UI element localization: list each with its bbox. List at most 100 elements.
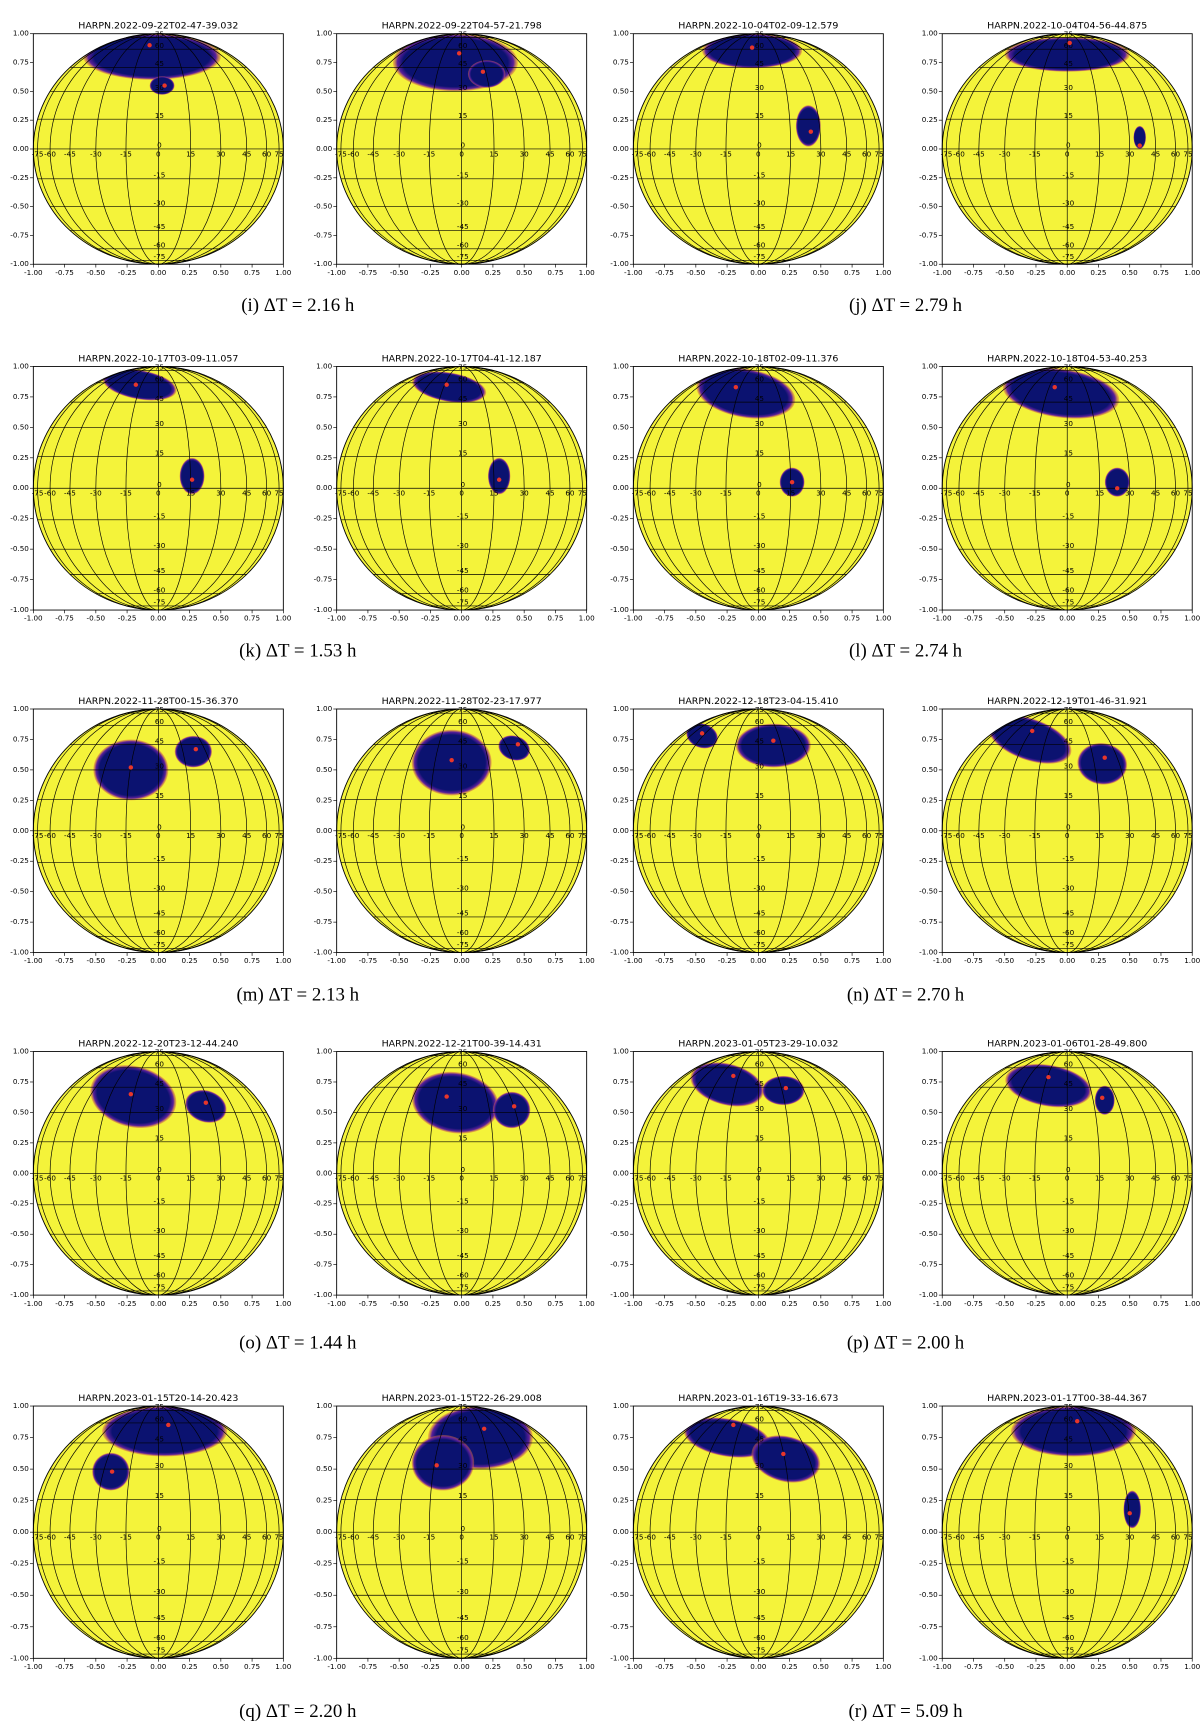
panel-title: HARPN.2022-09-22T02-47-39.032	[78, 21, 238, 32]
y-tick-label: 0.25	[613, 1496, 629, 1505]
y-tick-label: 0.75	[13, 735, 29, 744]
spot-center-marker	[1115, 486, 1120, 491]
meridian	[461, 708, 525, 953]
longitude-label: -15	[120, 1174, 132, 1183]
latitude-label: 30	[155, 419, 165, 428]
y-tick-label: -0.75	[919, 575, 938, 584]
latitude-label: -15	[1062, 854, 1074, 863]
x-tick-label: 0.00	[454, 268, 471, 277]
y-tick-label: 1.00	[316, 29, 333, 38]
y-tick-label: -0.25	[10, 173, 29, 182]
y-tick-label: 0.50	[613, 1464, 630, 1473]
latitude-label: -60	[754, 241, 766, 250]
panel: HARPN.2023-01-17T00-38-44.36775604530150…	[919, 1393, 1200, 1671]
x-tick-label: 0.75	[1153, 268, 1169, 277]
latitude-label: -60	[754, 586, 766, 595]
x-tick-label: 0.25	[782, 614, 798, 623]
longitude-label: -30	[690, 1174, 702, 1183]
meridian	[158, 33, 247, 265]
longitude-label: -45	[973, 149, 985, 158]
y-tick-label: -1.00	[610, 1653, 629, 1662]
x-tick-label: 1.00	[579, 956, 596, 965]
latitude-label: -15	[154, 854, 166, 863]
y-tick-label: 0.50	[316, 765, 333, 774]
x-tick-label: 0.25	[182, 1662, 198, 1671]
x-tick-label: -0.75	[359, 614, 378, 623]
y-tick-label: 0.00	[316, 1168, 333, 1177]
meridian	[398, 366, 462, 611]
longitude-label: 15	[1095, 149, 1104, 158]
longitude-label: 45	[545, 149, 554, 158]
x-tick-label: 0.50	[1122, 956, 1139, 965]
latitude-label: 60	[155, 1415, 165, 1424]
x-tick-label: -1.00	[624, 1662, 643, 1671]
panel-title: HARPN.2022-10-18T04-53-40.253	[987, 353, 1147, 364]
y-tick-label: 0.75	[613, 1077, 629, 1086]
longitude-label: 30	[216, 149, 226, 158]
latitude-label: -60	[457, 586, 469, 595]
x-tick-label: 0.50	[213, 614, 230, 623]
latitude-label: -45	[154, 222, 166, 231]
y-tick-label: 0.50	[13, 1107, 30, 1116]
longitude-label: 60	[1171, 1174, 1181, 1183]
x-tick-label: 1.00	[875, 268, 892, 277]
spot-center-marker	[128, 765, 134, 770]
longitude-label: 75	[274, 831, 283, 840]
meridian	[461, 708, 551, 953]
latitude-label: 45	[755, 736, 764, 745]
longitude-label: -45	[64, 1174, 76, 1183]
panel: HARPN.2022-12-19T01-46-31.92175604530150…	[919, 696, 1200, 965]
longitude-label: -30	[999, 831, 1011, 840]
y-tick-label: 0.50	[613, 765, 630, 774]
y-tick-label: 0.75	[922, 1077, 938, 1086]
spot-center-marker	[496, 477, 502, 482]
panel-title: HARPN.2022-12-18T23-04-15.410	[678, 696, 838, 707]
y-tick-label: -0.75	[314, 575, 333, 584]
y-tick-label: 0.50	[922, 1107, 939, 1116]
x-tick-label: -1.00	[933, 614, 952, 623]
y-tick-label: -0.75	[10, 1260, 29, 1269]
x-tick-label: -0.25	[421, 268, 440, 277]
y-tick-label: 0.75	[13, 392, 29, 401]
x-tick-label: 0.50	[516, 1662, 533, 1671]
latitude-label: -60	[154, 1271, 166, 1280]
x-tick-label: -0.50	[87, 614, 106, 623]
longitude-label: 45	[242, 1174, 251, 1183]
longitude-label: 15	[786, 489, 795, 498]
x-tick-label: 0.75	[547, 956, 563, 965]
latitude-label: 45	[1064, 736, 1073, 745]
spot-center-marker	[434, 1463, 439, 1468]
x-tick-label: -0.50	[87, 956, 106, 965]
latitude-label: -60	[1062, 241, 1074, 250]
x-tick-label: -0.25	[118, 1299, 137, 1308]
spot	[102, 1406, 228, 1457]
meridian	[158, 33, 222, 265]
meridian	[758, 708, 822, 953]
longitude-label: 30	[216, 831, 226, 840]
longitude-label: -60	[644, 1174, 656, 1183]
longitude-label: 45	[842, 1174, 851, 1183]
x-tick-label: 0.50	[813, 1299, 830, 1308]
y-tick-label: -1.00	[314, 1290, 333, 1299]
y-tick-label: 1.00	[613, 29, 630, 38]
latitude-label: 30	[755, 1104, 765, 1113]
x-tick-label: -1.00	[24, 614, 43, 623]
y-tick-label: -0.75	[10, 917, 29, 926]
latitude-label: 60	[1064, 375, 1074, 384]
y-tick-label: -0.25	[10, 856, 29, 865]
latitude-label: -15	[754, 1557, 766, 1566]
latitude-label: -75	[154, 940, 166, 949]
meridian	[758, 708, 880, 953]
y-tick-label: 0.00	[13, 826, 30, 835]
latitude-label: 45	[155, 59, 164, 68]
meridian	[725, 708, 759, 953]
meridian	[978, 366, 1068, 611]
y-tick-label: -0.25	[610, 1559, 629, 1568]
meridian	[158, 1405, 280, 1659]
meridian	[1034, 366, 1068, 611]
panel: HARPN.2022-10-04T04-56-44.87575604530150…	[919, 21, 1200, 277]
y-tick-label: 0.00	[316, 1527, 333, 1536]
x-tick-label: -0.25	[421, 1662, 440, 1671]
longitude-label: -45	[664, 489, 676, 498]
x-tick-label: -0.75	[55, 956, 74, 965]
